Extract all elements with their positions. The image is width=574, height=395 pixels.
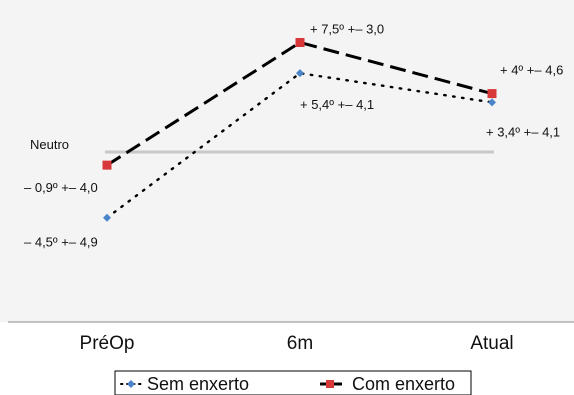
point-com-enxerto-preop (102, 160, 112, 170)
point-sem-enxerto-6m (296, 69, 304, 78)
series-line-sem-enxerto (105, 71, 494, 219)
point-com-enxerto-atual (487, 89, 497, 99)
plot-background (0, 0, 574, 322)
legend-marker-com-enxerto (326, 380, 334, 388)
point-sem-enxerto-preop (103, 213, 111, 222)
x-tick-labels: PréOp 6m Atual (80, 333, 514, 354)
data-label-com-enxerto-atual: + 4º +– 4,6 (500, 63, 563, 78)
x-tick-label-atual: Atual (470, 333, 513, 354)
legend-label-sem-enxerto: Sem enxerto (147, 374, 249, 394)
data-label-sem-enxerto-atual: + 3,4º +– 4,1 (486, 124, 560, 139)
legend-label-com-enxerto: Com enxerto (352, 374, 455, 394)
legend-box (114, 370, 472, 395)
point-sem-enxerto-atual (488, 98, 496, 107)
data-label-com-enxerto-preop: – 0,9º +– 4,0 (24, 180, 98, 195)
legend: Sem enxerto Com enxerto (114, 370, 472, 395)
x-tick-label-preop: PréOp (80, 333, 135, 354)
series-line-com-enxerto (106, 40, 493, 167)
data-label-com-enxerto-6m: + 7,5º +– 3,0 (310, 22, 384, 37)
data-label-sem-enxerto-preop: – 4,5º +– 4,9 (24, 235, 98, 250)
x-tick-label-6m: 6m (287, 333, 313, 354)
point-com-enxerto-6m (295, 38, 305, 47)
data-label-sem-enxerto-6m: + 5,4º +– 4,1 (300, 97, 374, 112)
series-layer: – 4,5º +– 4,9 + 5,4º +– 4,1 + 3,4º +– 4,1 –… (24, 22, 563, 250)
neutral-label: Neutro (30, 137, 69, 152)
legend-marker-sem-enxerto (127, 380, 135, 388)
